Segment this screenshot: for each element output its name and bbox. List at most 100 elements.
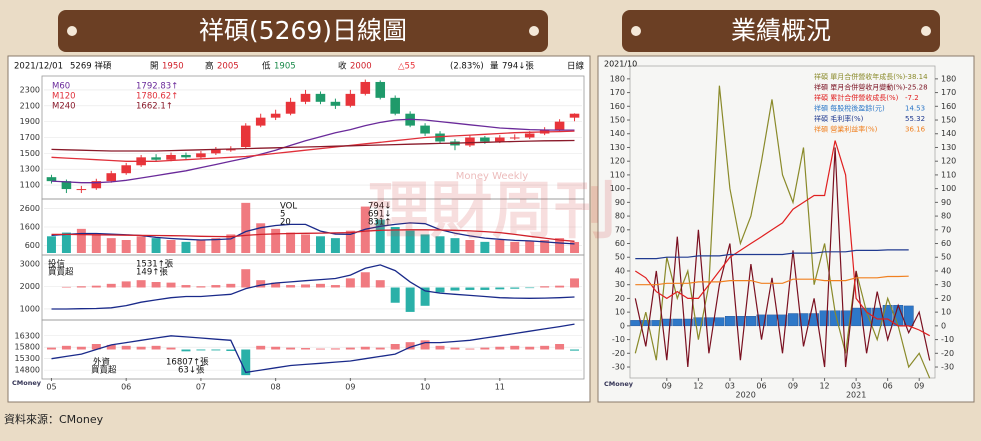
x-tick-label: 07 <box>196 383 206 392</box>
y2-tick-label: -20 <box>941 349 954 358</box>
bar <box>375 347 385 350</box>
y-tick-label: 180 <box>610 74 625 83</box>
legend-value: 36.16 <box>905 126 926 134</box>
series-line <box>635 249 909 260</box>
legend-name: VOL <box>280 202 297 212</box>
bar <box>360 346 370 350</box>
bar <box>181 349 191 352</box>
y-tick-label: 14800 <box>15 366 40 375</box>
y-tick-label: 1300 <box>20 165 40 174</box>
bar <box>211 349 221 351</box>
candle-body <box>569 113 580 118</box>
y2-tick-label: 90 <box>941 198 951 207</box>
y2-tick-label: 180 <box>941 74 956 83</box>
bar <box>46 236 56 253</box>
banner-title: 祥碩(5269)日線圖 <box>199 16 407 45</box>
bar <box>226 349 236 351</box>
bar <box>241 349 251 376</box>
bar <box>286 232 296 253</box>
candle-body <box>509 137 520 139</box>
banner-dot <box>631 26 641 36</box>
x-tick-label: 03 <box>725 382 735 391</box>
bar <box>315 348 325 350</box>
plot-frame <box>629 65 936 379</box>
bar <box>181 241 191 253</box>
bar <box>151 345 161 350</box>
logo: CMoney <box>604 380 634 388</box>
bar <box>525 346 535 350</box>
candle-body <box>240 125 251 148</box>
bar <box>136 280 146 288</box>
y2-tick-label: 60 <box>941 239 951 248</box>
flow-line <box>51 323 575 374</box>
bar <box>345 278 355 288</box>
bar <box>450 347 460 350</box>
bar <box>360 272 370 288</box>
bar <box>61 286 71 288</box>
header-volume: 794↓張 <box>502 62 534 72</box>
bar <box>540 286 550 288</box>
right-panel <box>597 55 975 403</box>
y2-tick-label: -10 <box>941 335 954 344</box>
bar <box>746 316 756 327</box>
bar <box>286 285 296 288</box>
bar <box>435 287 445 293</box>
banner-title: 業績概況 <box>731 16 831 45</box>
bar <box>851 307 862 327</box>
bar <box>693 317 704 327</box>
bar <box>46 347 56 350</box>
bar <box>405 287 415 312</box>
bar <box>555 344 565 350</box>
y2-tick-label: 40 <box>941 266 951 275</box>
y-tick-label: 1700 <box>20 133 40 142</box>
candle-body <box>166 154 176 160</box>
candle-body <box>360 81 371 94</box>
candle-body <box>465 137 475 146</box>
y-tick-label: 160 <box>610 102 625 111</box>
bar <box>315 283 325 288</box>
x-tick-label: 09 <box>914 382 924 391</box>
bar <box>271 346 281 350</box>
bar <box>390 344 400 350</box>
legend-name: 祥碩 每股稅後盈餘(元) <box>814 104 885 113</box>
x-tick-label: 09 <box>345 383 355 392</box>
y-tick-label: 90 <box>615 198 625 207</box>
candle-body <box>151 157 161 160</box>
y2-tick-label: -30 <box>941 363 954 372</box>
candle-body <box>435 133 445 142</box>
quote-label: 低 <box>262 61 271 72</box>
y-tick-label: 1900 <box>20 117 40 126</box>
bar <box>819 310 830 327</box>
bar <box>480 241 490 253</box>
y-tick-label: 3000 <box>20 259 40 268</box>
bar <box>405 342 415 350</box>
bar <box>450 238 460 253</box>
bar <box>330 238 340 253</box>
bar <box>465 348 475 350</box>
bar <box>495 240 505 253</box>
candle-body <box>196 153 206 158</box>
bar <box>672 318 683 327</box>
y2-tick-label: 70 <box>941 225 951 234</box>
candle-body <box>285 101 296 114</box>
bar <box>151 282 161 288</box>
legend-value: 16807↑張 <box>166 358 209 368</box>
legend-value: 1780.62↑ <box>136 92 178 102</box>
y-tick-label: 2000 <box>20 282 40 291</box>
legend-value: 1662.1↑ <box>136 102 173 112</box>
bar <box>480 287 490 290</box>
x-tick-label: 05 <box>46 383 56 392</box>
legend-name: 投信 <box>48 259 66 270</box>
bar <box>286 347 296 350</box>
bar <box>166 347 176 350</box>
bar <box>211 238 221 253</box>
quote-value: 1950 <box>162 62 184 72</box>
y-tick-label: 110 <box>610 170 625 179</box>
header-change: △55 <box>398 62 415 72</box>
y2-tick-label: 110 <box>941 170 956 179</box>
x-tick-label: 11 <box>495 383 505 392</box>
legend-value: -25.28 <box>905 84 928 92</box>
bar <box>345 347 355 350</box>
legend-name: 祥碩 毛利率(%) <box>814 114 864 123</box>
candle-body <box>181 154 191 158</box>
